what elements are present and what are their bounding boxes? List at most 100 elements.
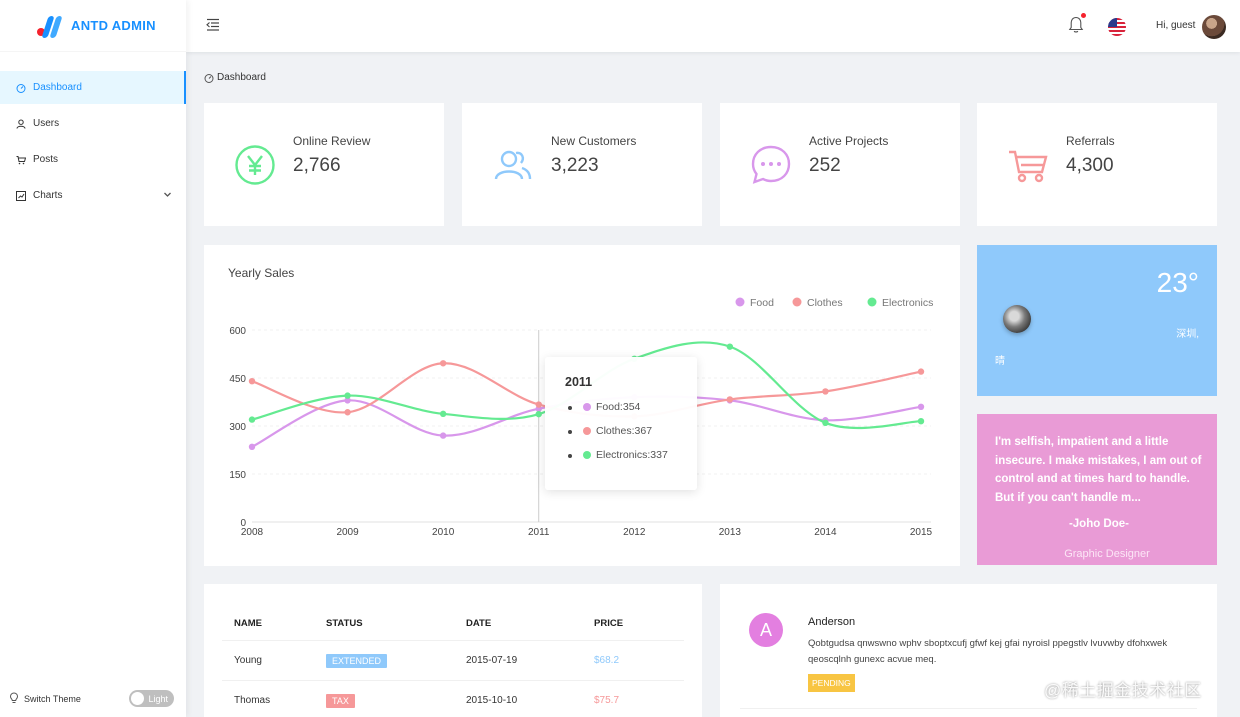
watermark: @稀土掘金技术社区 [1044,681,1202,700]
tooltip-row-clothes: Clothes:367 [568,425,653,437]
x-tick-label: 2012 [623,527,646,538]
dashboard-icon [16,83,26,93]
row-price: $68.2 [594,655,620,666]
logo-icon [37,14,65,38]
tooltip-row-food: Food:354 [568,401,640,413]
table-header: NAME STATUS DATE PRICE [222,606,684,641]
weather-temp: 23° [1156,267,1199,298]
data-point-electronics [439,410,447,418]
y-tick-label: 450 [229,374,246,385]
sidebar-item-posts[interactable]: Posts [0,143,186,176]
menu-fold-icon[interactable] [206,18,220,34]
shopping-cart-icon [1007,144,1049,186]
avatar[interactable] [1202,15,1226,39]
stat-value: 3,223 [551,155,599,176]
row-date: 2015-07-19 [466,655,518,666]
weather-card: 23° 深圳, 晴 [977,245,1217,396]
logo[interactable]: ANTD ADMIN [0,0,186,52]
y-tick-label: 0 [240,518,246,529]
y-tick-label: 600 [229,326,246,337]
data-point-clothes [344,409,351,416]
user-icon [16,119,26,129]
yen-icon [234,144,276,186]
notification-badge [1081,13,1086,18]
recent-sales-card: NAME STATUS DATE PRICE Young EXTENDED 20… [204,584,702,717]
stat-title: Online Review [293,134,371,148]
table-row[interactable]: Young EXTENDED 2015-07-19 $68.2 [222,641,684,681]
logo-text: ANTD ADMIN [71,18,156,33]
chart-tooltip: 2011 Food:354 Clothes:367 Electronics:33… [545,357,697,490]
chart-icon [16,190,26,201]
sidebar-item-label: Users [33,118,60,129]
stat-card-online-review: Online Review 2,766 [204,103,444,226]
comment-text: Qobtgudsa qnwswno wphv sboptxcufj gfwf k… [808,638,1168,665]
comments-card: A Anderson Qobtgudsa qnwswno wphv sboptx… [720,584,1217,717]
comment-author: Anderson [808,616,856,628]
moon-icon [1003,305,1031,333]
stat-title: Referrals [1066,134,1115,148]
data-point-clothes [726,396,734,403]
legend-marker [867,297,877,307]
data-point-electronics [344,392,351,399]
stat-card-active-projects: Active Projects 252 [720,103,960,226]
dashboard-icon [204,73,214,83]
row-date: 2015-10-10 [466,695,518,706]
tooltip-label: Electronics:337 [596,449,668,461]
data-point-clothes [917,368,925,375]
quote-author: -Joho Doe- [1068,518,1129,530]
column-header: STATUS [326,617,363,629]
data-point-electronics [535,410,542,418]
row-name: Young [234,655,262,666]
sidebar-item-charts[interactable]: Charts [0,179,186,212]
sidebar-item-dashboard[interactable]: Dashboard [0,71,186,104]
column-header: PRICE [594,617,624,629]
tooltip-label: Clothes:367 [596,425,653,437]
tooltip-row-electronics: Electronics:337 [568,449,668,461]
toggle-knob [131,692,144,705]
y-tick-label: 300 [229,422,246,433]
sidebar-item-users[interactable]: Users [0,107,186,140]
bell-icon[interactable] [1068,13,1086,37]
message-icon [750,144,792,186]
data-point-clothes [822,388,829,395]
chart-title: Yearly Sales [228,266,295,280]
breadcrumb: Dashboard [204,72,266,83]
us-flag-icon[interactable] [1108,18,1126,36]
weather-city: 深圳, [1176,329,1199,340]
legend-label: Food [750,297,774,309]
sidebar-item-label: Dashboard [33,82,82,93]
quote-role: Graphic Designer [1064,548,1150,560]
stat-title: Active Projects [809,134,889,148]
legend-marker [792,297,802,307]
x-tick-label: 2009 [336,527,359,538]
data-point-food [917,403,925,410]
sidebar-item-label: Charts [33,190,63,201]
greeting-text[interactable]: Hi, guest [1156,20,1196,31]
legend-label: Clothes [807,297,843,309]
row-name: Thomas [234,695,271,706]
chevron-down-icon[interactable] [163,190,172,202]
data-point-clothes [439,360,447,367]
data-point-electronics [822,419,829,426]
quote-text: I'm selfish, impatient and a little inse… [995,436,1202,504]
data-point-electronics [917,418,925,425]
x-tick-label: 2010 [432,527,455,538]
y-tick-label: 150 [229,470,246,481]
avatar: A [749,613,783,647]
sidebar-menu: Dashboard Users Posts Charts [0,71,186,212]
theme-toggle-label: Light [148,693,168,704]
weather-condition: 晴 [995,356,1005,367]
data-point-clothes [535,401,542,408]
row-price: $75.7 [594,695,620,706]
legend-label: Electronics [882,297,933,309]
stat-title: New Customers [551,134,637,148]
stat-value: 2,766 [293,155,341,176]
stat-value: 252 [809,155,841,176]
theme-toggle[interactable]: Light [129,690,174,707]
divider [740,708,1197,709]
breadcrumb-item[interactable]: Dashboard [217,72,266,83]
status-badge: TAX [326,693,355,708]
status-badge: PENDING [808,674,855,692]
table-row[interactable]: Thomas TAX 2015-10-10 $75.7 [222,681,684,717]
sidebar-footer: Switch Theme Light [0,681,186,717]
